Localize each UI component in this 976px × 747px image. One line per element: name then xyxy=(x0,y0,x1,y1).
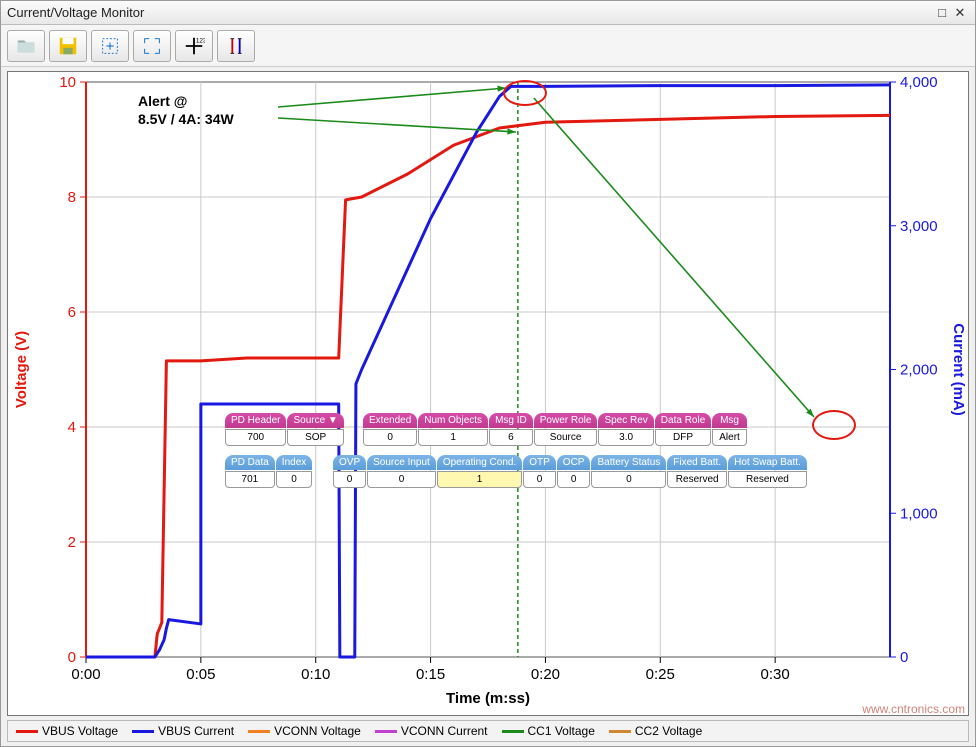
titlebar: Current/Voltage Monitor □ ✕ xyxy=(1,1,975,25)
table-header: OTP xyxy=(523,455,556,470)
svg-text:0:05: 0:05 xyxy=(186,666,215,683)
table-header: OCP xyxy=(557,455,591,470)
alert-circle-top xyxy=(503,80,547,106)
table-cell: SOP xyxy=(287,429,343,446)
svg-text:0:20: 0:20 xyxy=(531,666,560,683)
table-header: Spec Rev xyxy=(598,413,653,428)
svg-text:123: 123 xyxy=(196,37,205,44)
watermark: www.cntronics.com xyxy=(862,702,965,716)
table-header: Msg ID xyxy=(489,413,533,428)
window: Current/Voltage Monitor □ ✕ 123 0:00 0:05… xyxy=(0,0,976,747)
table-cell: 0 xyxy=(523,471,556,488)
svg-text:0:25: 0:25 xyxy=(646,666,675,683)
table-cell: 0 xyxy=(363,429,417,446)
zoom-in-button[interactable] xyxy=(91,30,129,62)
svg-text:4: 4 xyxy=(68,419,76,436)
svg-text:0:30: 0:30 xyxy=(761,666,790,683)
legend: VBUS Voltage VBUS Current VCONN Voltage VCO… xyxy=(7,720,969,742)
svg-text:3,000: 3,000 xyxy=(900,218,938,235)
pd-status-table: OVPSource InputOperating Cond.OTPOCPBatt… xyxy=(332,454,808,489)
svg-text:0: 0 xyxy=(900,649,908,666)
svg-text:4,000: 4,000 xyxy=(900,74,938,91)
legend-item[interactable]: VBUS Voltage xyxy=(16,724,118,738)
save-button[interactable] xyxy=(49,30,87,62)
ranges-button[interactable] xyxy=(217,30,255,62)
alert-annotation: Alert @ 8.5V / 4A: 34W xyxy=(138,92,234,128)
legend-item[interactable]: CC1 Voltage xyxy=(502,724,595,738)
svg-text:1,000: 1,000 xyxy=(900,505,938,522)
svg-text:2,000: 2,000 xyxy=(900,362,938,379)
table-header: PD Data xyxy=(225,455,275,470)
table-header: Index xyxy=(276,455,312,470)
legend-item[interactable]: VCONN Current xyxy=(375,724,488,738)
zoom-fit-button[interactable] xyxy=(133,30,171,62)
table-header: OVP xyxy=(333,455,366,470)
dock-icon[interactable]: □ xyxy=(933,5,951,20)
svg-text:6: 6 xyxy=(68,304,76,321)
table-cell: DFP xyxy=(655,429,711,446)
table-cell: 0 xyxy=(367,471,436,488)
svg-text:0:10: 0:10 xyxy=(301,666,330,683)
svg-text:0:00: 0:00 xyxy=(71,666,100,683)
table-header: Num Objects xyxy=(418,413,488,428)
table-cell: Reserved xyxy=(667,471,727,488)
svg-text:Current (mA): Current (mA) xyxy=(950,323,967,416)
table-cell: Alert xyxy=(712,429,747,446)
table-header: Source Input xyxy=(367,455,436,470)
table-header: Data Role xyxy=(655,413,711,428)
close-icon[interactable]: ✕ xyxy=(951,5,969,21)
toolbar: 123 xyxy=(1,25,975,67)
svg-text:0: 0 xyxy=(68,649,76,666)
open-button[interactable] xyxy=(7,30,45,62)
legend-item[interactable]: CC2 Voltage xyxy=(609,724,702,738)
pd-msg-table: ExtendedNum ObjectsMsg IDPower RoleSpec … xyxy=(362,412,748,447)
table-header: Source ▼ xyxy=(287,413,343,428)
svg-text:10: 10 xyxy=(59,74,76,91)
svg-text:2: 2 xyxy=(68,534,76,551)
table-header: PD Header xyxy=(225,413,286,428)
table-cell: 1 xyxy=(437,471,522,488)
table-cell: 3.0 xyxy=(598,429,653,446)
alert-circle-msg xyxy=(812,410,856,440)
svg-text:Time (m:ss): Time (m:ss) xyxy=(446,690,530,707)
table-cell: 6 xyxy=(489,429,533,446)
legend-item[interactable]: VCONN Voltage xyxy=(248,724,361,738)
window-title: Current/Voltage Monitor xyxy=(7,5,144,20)
table-cell: 0 xyxy=(591,471,666,488)
svg-text:8: 8 xyxy=(68,189,76,206)
table-cell: 0 xyxy=(557,471,591,488)
axis-format-button[interactable]: 123 xyxy=(175,30,213,62)
table-cell: 700 xyxy=(225,429,286,446)
table-cell: Source xyxy=(534,429,598,446)
pd-header-table: PD HeaderSource ▼700SOP xyxy=(224,412,345,447)
table-cell: 1 xyxy=(418,429,488,446)
table-cell: 701 xyxy=(225,471,275,488)
chart-svg: 0:000:050:100:150:200:250:30024681001,00… xyxy=(8,72,968,715)
table-header: Msg xyxy=(712,413,747,428)
table-header: Operating Cond. xyxy=(437,455,522,470)
chart-area: 0:000:050:100:150:200:250:30024681001,00… xyxy=(7,71,969,716)
table-header: Hot Swap Batt. xyxy=(728,455,807,470)
table-header: Fixed Batt. xyxy=(667,455,727,470)
legend-item[interactable]: VBUS Current xyxy=(132,724,234,738)
table-cell: 0 xyxy=(276,471,312,488)
table-header: Power Role xyxy=(534,413,598,428)
table-header: Extended xyxy=(363,413,417,428)
svg-text:Voltage (V): Voltage (V) xyxy=(13,331,30,408)
table-cell: 0 xyxy=(333,471,366,488)
table-cell: Reserved xyxy=(728,471,807,488)
svg-text:0:15: 0:15 xyxy=(416,666,445,683)
table-header: Battery Status xyxy=(591,455,666,470)
pd-data-table: PD DataIndex7010 xyxy=(224,454,313,489)
